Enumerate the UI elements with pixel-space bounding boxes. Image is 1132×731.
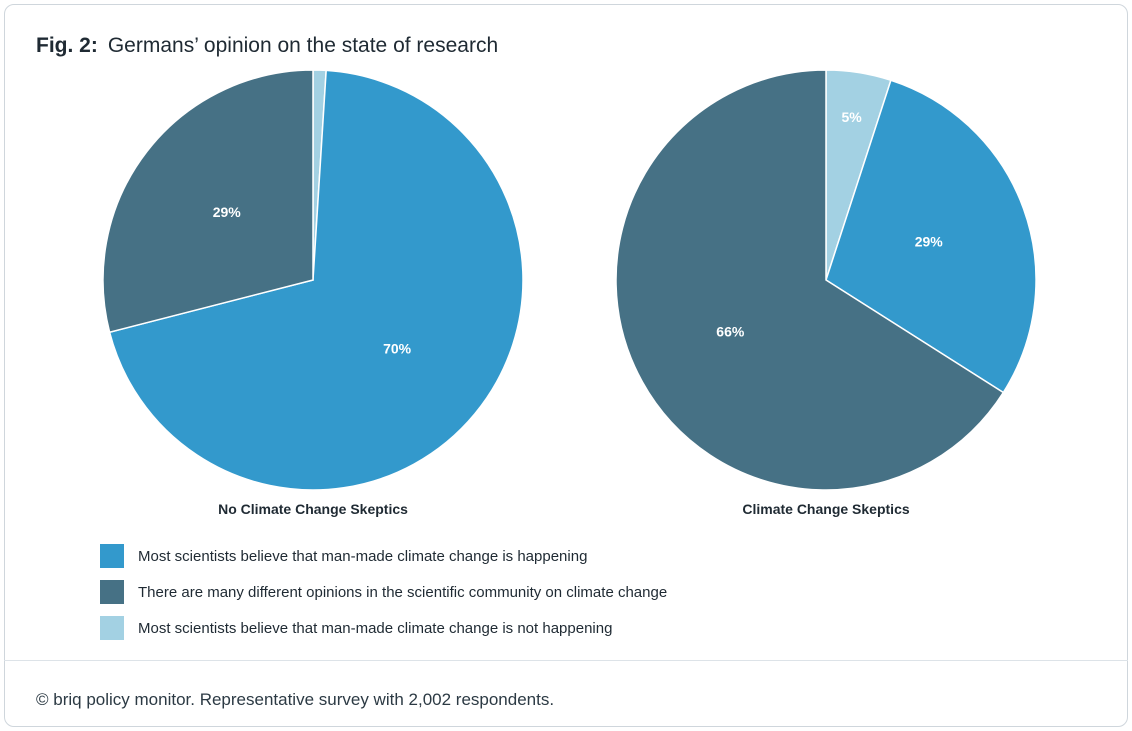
pie-title: No Climate Change Skeptics <box>218 501 408 517</box>
slice-label: 70% <box>383 340 412 356</box>
legend: Most scientists believe that man-made cl… <box>100 544 667 652</box>
slice-label: 5% <box>842 109 863 125</box>
pie-slice-believe-happening <box>825 79 1037 394</box>
figure-number: Fig. 2: <box>36 34 98 57</box>
legend-swatch <box>100 544 124 568</box>
slice-label: 66% <box>716 323 745 339</box>
legend-swatch <box>100 616 124 640</box>
legend-item-different-opinions: There are many different opinions in the… <box>100 580 667 604</box>
pie-title: Climate Change Skeptics <box>742 501 909 517</box>
figure-title-text: Germans’ opinion on the state of researc… <box>107 34 499 57</box>
pie-slice-believe-happening <box>108 69 524 491</box>
legend-item-believe-not-happening: Most scientists believe that man-made cl… <box>100 616 667 640</box>
pie-slice-different-opinions <box>615 69 1005 491</box>
pie-charts: 70% 29% No Climate Change Skeptics 5% 29% 66… <box>102 69 1037 517</box>
figure-title: Fig. 2: Germans’ opinion on the state of … <box>36 34 498 58</box>
footer-divider <box>4 660 1128 661</box>
legend-item-believe-happening: Most scientists believe that man-made cl… <box>100 544 667 568</box>
pie-skeptics: 5% 29% 66% Climate Change Skeptics <box>615 69 1037 517</box>
legend-label: Most scientists believe that man-made cl… <box>138 619 613 637</box>
legend-label: There are many different opinions in the… <box>138 583 668 601</box>
legend-swatch <box>100 580 124 604</box>
slice-label: 29% <box>213 204 242 220</box>
pie-slice-different-opinions <box>102 69 314 334</box>
source-note: © briq policy monitor. Representative su… <box>36 690 555 709</box>
legend-label: Most scientists believe that man-made cl… <box>138 547 588 565</box>
pie-no-skeptics: 70% 29% No Climate Change Skeptics <box>102 69 524 517</box>
slice-label: 29% <box>915 234 944 250</box>
